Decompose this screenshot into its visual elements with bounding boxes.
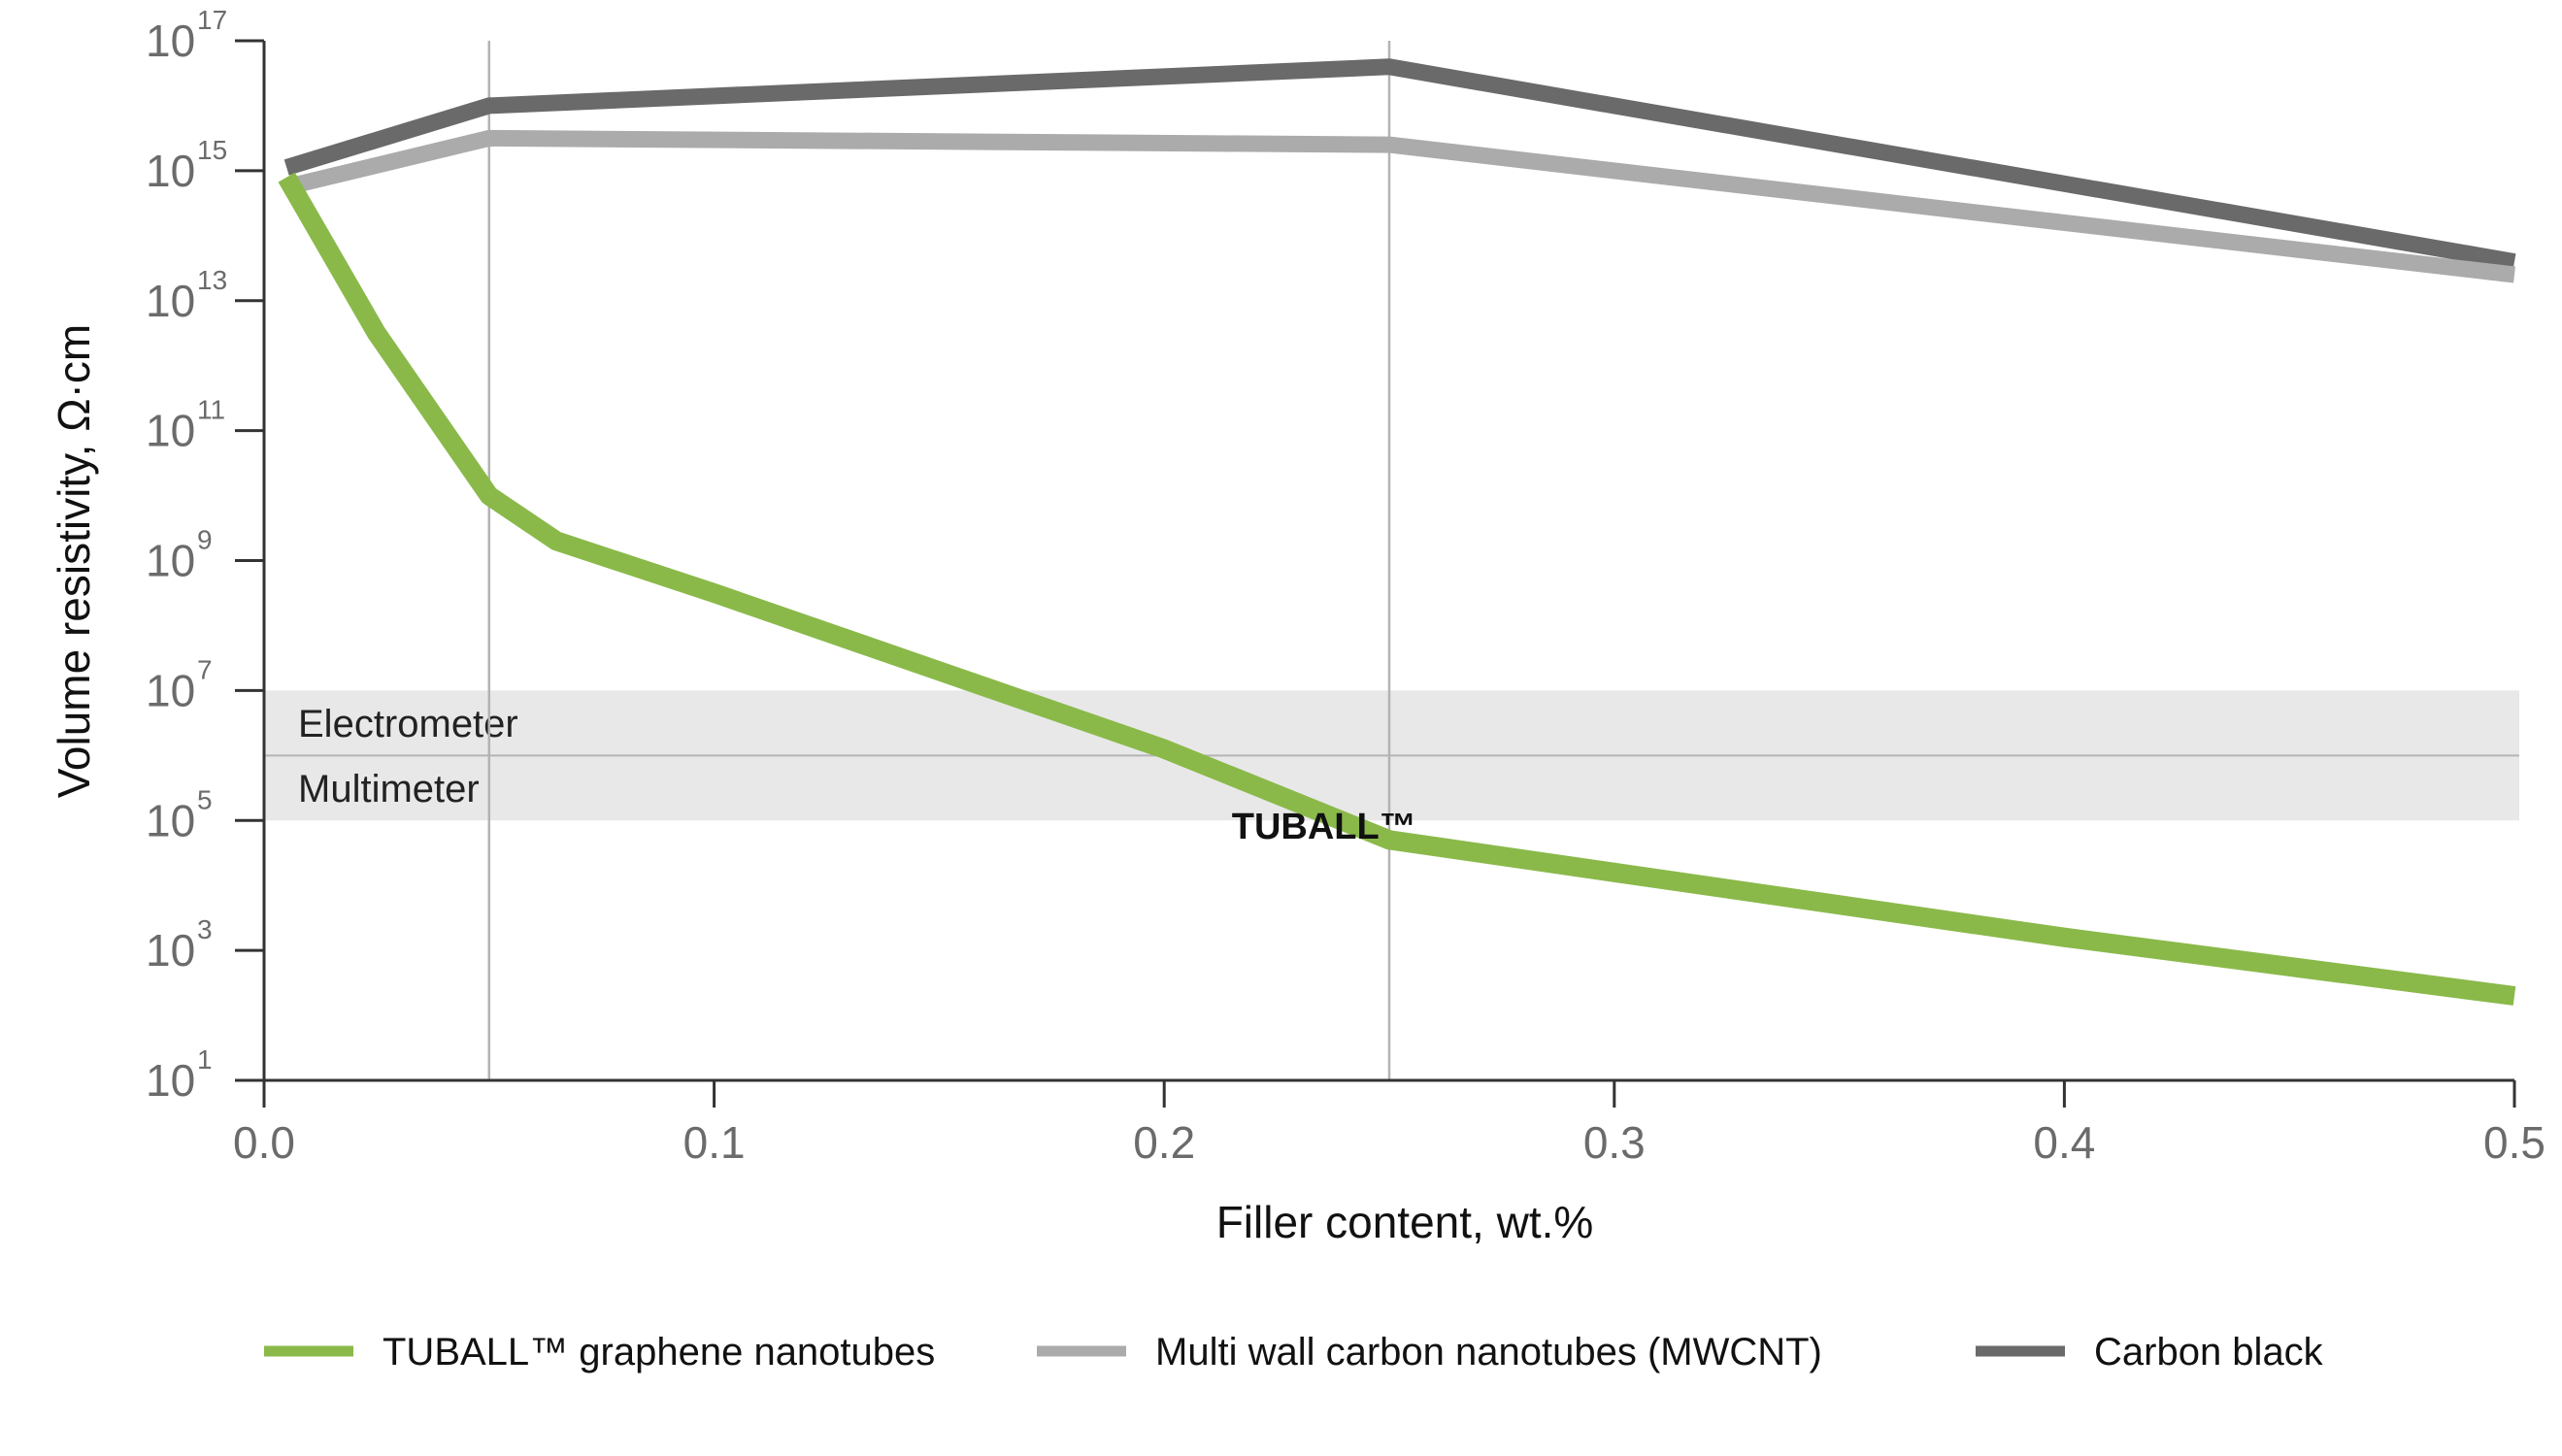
y-tick-label: 10 — [146, 665, 195, 715]
y-tick-label: 10 — [146, 536, 195, 586]
band-electrometer — [264, 690, 2519, 756]
x-axis-title: Filler content, wt.% — [1216, 1197, 1594, 1247]
legend: TUBALL™ graphene nanotubes Multi wall car… — [264, 1331, 2324, 1373]
y-tick-exponent: 11 — [197, 395, 225, 425]
x-tick-label: 0.3 — [1583, 1117, 1646, 1168]
annotation-label: TUBALL™ — [1232, 807, 1416, 847]
y-tick-exponent: 7 — [197, 654, 213, 684]
x-tick-label: 0.1 — [683, 1117, 746, 1168]
y-tick-exponent: 13 — [197, 265, 227, 295]
x-ticks: 0.0 0.1 0.2 0.3 0.4 0.5 — [233, 1080, 2545, 1168]
instrument-bands: Electrometer Multimeter — [264, 690, 2519, 821]
band-label: Multimeter — [298, 768, 480, 811]
y-axis-title: Volume resistivity, Ω·cm — [49, 324, 99, 799]
y-tick-exponent: 1 — [197, 1044, 213, 1075]
legend-label: Multi wall carbon nanotubes (MWCNT) — [1155, 1331, 1822, 1373]
y-tick-label: 10 — [146, 146, 195, 196]
series-line-0 — [278, 172, 2516, 1006]
y-tick-label: 10 — [146, 16, 195, 66]
y-tick-label: 10 — [146, 406, 195, 456]
y-tick-label: 10 — [146, 795, 195, 845]
series-line-2 — [283, 58, 2516, 270]
y-tick-label: 10 — [146, 925, 195, 976]
y-tick-exponent: 3 — [197, 914, 213, 944]
y-tick-exponent: 15 — [197, 135, 227, 165]
x-tick-label: 0.2 — [1133, 1117, 1195, 1168]
x-tick-label: 0.0 — [233, 1117, 295, 1168]
y-tick-label: 10 — [146, 276, 195, 326]
y-tick-exponent: 5 — [197, 784, 213, 814]
band-multimeter — [264, 755, 2519, 821]
legend-label: Carbon black — [2094, 1331, 2324, 1373]
x-tick-label: 0.5 — [2483, 1117, 2545, 1168]
gridlines — [487, 41, 1391, 1080]
x-tick-label: 0.4 — [2033, 1117, 2095, 1168]
annotations: TUBALL™ — [1232, 807, 1416, 847]
legend-label: TUBALL™ graphene nanotubes — [383, 1331, 935, 1373]
band-label: Electrometer — [298, 703, 518, 745]
series-line-1 — [284, 129, 2515, 283]
y-tick-label: 10 — [146, 1055, 195, 1106]
y-tick-exponent: 17 — [197, 5, 227, 35]
series-lines — [278, 58, 2516, 1006]
y-tick-exponent: 9 — [197, 525, 213, 555]
